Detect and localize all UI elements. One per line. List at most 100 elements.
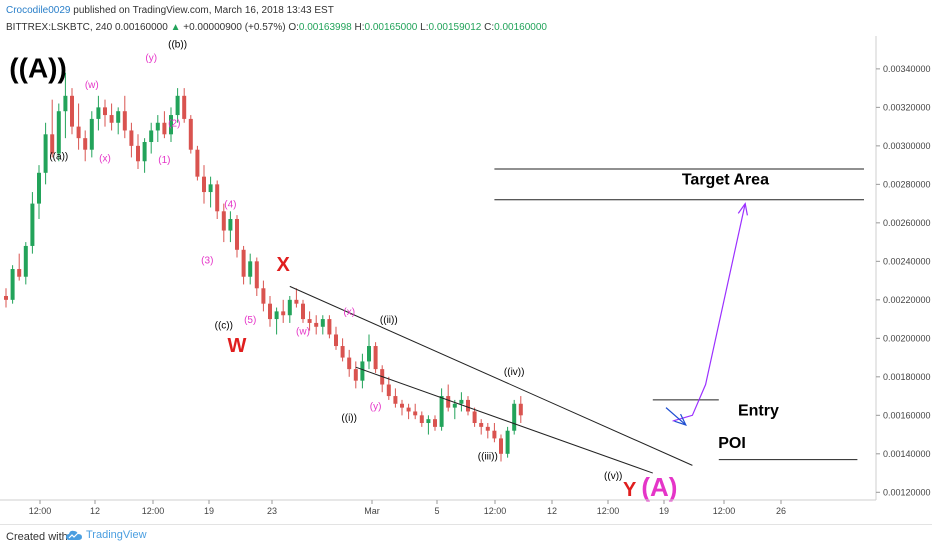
wave-label: (y) bbox=[145, 53, 157, 64]
candle-body bbox=[10, 269, 15, 300]
wave-label: ((ii)) bbox=[380, 315, 398, 326]
price-axis[interactable]: 0.00340000 0.00320000 0.00300000 0.00280000… bbox=[875, 36, 931, 500]
time-tick-label: 12:00 bbox=[484, 506, 507, 516]
candle-body bbox=[400, 403, 404, 408]
time-tick-label: 23 bbox=[267, 506, 277, 516]
candle-body bbox=[406, 407, 411, 412]
price-tick-label: 0.00260000 bbox=[883, 218, 931, 228]
candle-body bbox=[142, 142, 147, 162]
candle-body bbox=[459, 399, 464, 404]
wave-label: (1) bbox=[158, 155, 170, 166]
drawings bbox=[289, 168, 864, 474]
candle-body bbox=[327, 319, 332, 335]
candle-body bbox=[175, 95, 180, 116]
candle-body bbox=[103, 107, 107, 116]
ohlc-low: 0.00159012 bbox=[428, 22, 482, 33]
candle-body bbox=[149, 130, 154, 143]
wave-label: Entry bbox=[738, 402, 779, 419]
candle-body bbox=[248, 261, 253, 277]
candle-body bbox=[419, 415, 424, 424]
candle-body bbox=[182, 95, 187, 119]
candle-body bbox=[512, 403, 517, 431]
time-axis[interactable]: 12:00 12 12:00 19 23 Mar 5 12:00 12 12:00 19 12:00 2… bbox=[0, 499, 876, 516]
candle-body bbox=[367, 346, 371, 362]
price-tick-label: 0.00140000 bbox=[883, 449, 931, 459]
ohlc-l-label: L: bbox=[420, 22, 429, 33]
candle-body bbox=[287, 299, 292, 316]
time-tick-label: 12:00 bbox=[29, 506, 52, 516]
wave-label: (x) bbox=[99, 153, 111, 164]
wave-label: (w) bbox=[85, 80, 99, 91]
wave-label: (w) bbox=[296, 326, 310, 337]
candle-body bbox=[393, 396, 398, 404]
lower-trendline bbox=[355, 366, 653, 474]
time-tick-label: 19 bbox=[659, 506, 669, 516]
candle-body bbox=[254, 261, 259, 289]
time-tick-label: 12:00 bbox=[142, 506, 165, 516]
candle-body bbox=[50, 134, 55, 154]
candle-body bbox=[439, 396, 444, 427]
price-chart[interactable]: ((A)) ((a)) (w) (x) (y) ((b)) (2) (1) (4) (3) ((c)… bbox=[0, 36, 932, 524]
candle-body bbox=[334, 334, 338, 347]
candle-body bbox=[413, 411, 418, 416]
candle-body bbox=[23, 245, 28, 277]
created-with-label: Created with bbox=[6, 531, 68, 543]
candle-body bbox=[360, 361, 365, 381]
wave-label: X bbox=[277, 254, 291, 276]
publish-line: Crocodile0029 published on TradingView.c… bbox=[6, 5, 334, 16]
candle-body bbox=[83, 138, 88, 150]
change-up-icon: ▲ bbox=[170, 22, 181, 33]
candle-body bbox=[129, 130, 134, 146]
tradingview-label: TradingView bbox=[86, 529, 147, 541]
ohlc-open: 0.00163998 bbox=[298, 22, 352, 33]
price-tick-label: 0.00160000 bbox=[883, 410, 931, 420]
candle-body bbox=[241, 249, 246, 277]
wave-label: ((A)) bbox=[9, 53, 67, 84]
candle-body bbox=[452, 403, 457, 408]
ohlc-o-label: O: bbox=[288, 22, 299, 33]
price-tick-label: 0.00180000 bbox=[883, 372, 931, 382]
candle-body bbox=[215, 184, 220, 212]
candle-body bbox=[268, 303, 272, 320]
candle-body bbox=[195, 149, 200, 177]
candle-body bbox=[281, 311, 286, 316]
candle-body bbox=[340, 346, 345, 358]
candle-body bbox=[169, 115, 173, 135]
tradingview-brand[interactable]: TradingView bbox=[66, 529, 147, 541]
price-tick-label: 0.00200000 bbox=[883, 333, 931, 343]
wave-label: (2) bbox=[168, 119, 180, 130]
time-tick-label: 12 bbox=[547, 506, 557, 516]
candle-body bbox=[274, 311, 279, 320]
annotations: ((A)) ((a)) (w) (x) (y) ((b)) (2) (1) (4) (3) ((c)… bbox=[9, 40, 779, 502]
candle-body bbox=[208, 184, 213, 193]
time-tick-label: 12:00 bbox=[597, 506, 620, 516]
candle-body bbox=[89, 118, 94, 150]
candle-body bbox=[485, 426, 490, 431]
publish-info: published on TradingView.com, March 16, … bbox=[73, 5, 334, 16]
candle-body bbox=[155, 122, 160, 131]
candle-body bbox=[202, 176, 206, 193]
candle-body bbox=[479, 423, 484, 427]
ohlc-high: 0.00165000 bbox=[364, 22, 418, 33]
candle-body bbox=[63, 95, 68, 112]
wave-label: (x) bbox=[343, 307, 355, 318]
candle-body bbox=[294, 299, 299, 304]
candle-body bbox=[307, 319, 312, 323]
time-tick-label: 5 bbox=[434, 506, 439, 516]
tradingview-cloud-icon bbox=[66, 530, 82, 540]
author-link[interactable]: Crocodile0029 bbox=[6, 5, 71, 16]
arrow-head bbox=[674, 413, 687, 426]
wave-label: ((a)) bbox=[49, 151, 68, 162]
candle-body bbox=[188, 118, 193, 150]
candle-body bbox=[235, 218, 239, 250]
price-tick-label: 0.00280000 bbox=[883, 179, 931, 189]
candle-body bbox=[116, 111, 121, 123]
candle-body bbox=[162, 122, 167, 135]
time-tick-label: 12 bbox=[90, 506, 100, 516]
time-tick-label: 19 bbox=[204, 506, 214, 516]
upper-trendline bbox=[289, 285, 693, 466]
wave-label: (5) bbox=[244, 315, 256, 326]
candle-body bbox=[320, 319, 325, 327]
time-tick-label: 26 bbox=[776, 506, 786, 516]
price-tick-label: 0.00340000 bbox=[883, 64, 931, 74]
